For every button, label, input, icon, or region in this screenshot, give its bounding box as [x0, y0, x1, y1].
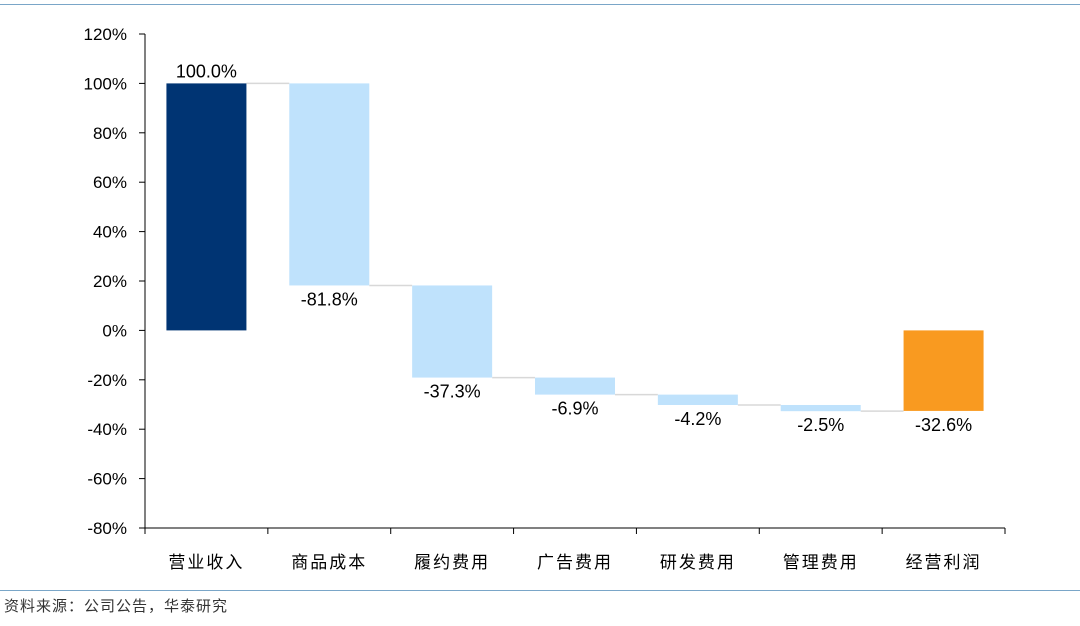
bar-3: [412, 285, 493, 378]
x-ticks: 营业收入 商品成本 履约费用 广告费用 研发费用 管理费用 经营利润: [144, 528, 1006, 573]
top-rule: [0, 4, 1080, 5]
y-tick-label: 120%: [84, 25, 127, 44]
y-tick-label: 20%: [93, 272, 127, 291]
data-label: -2.5%: [797, 415, 844, 435]
y-tick-label: 0%: [102, 321, 127, 340]
data-labels: 100.0% -81.8% -37.3% -6.9% -4.2% -2.5% -32.6%: [176, 61, 972, 435]
data-label: -81.8%: [301, 289, 358, 309]
y-tick-label: 100%: [84, 74, 127, 93]
source-note: 资料来源：公司公告，华泰研究: [4, 597, 229, 615]
data-label: -6.9%: [551, 399, 598, 419]
x-category-label: 广告费用: [537, 553, 613, 573]
y-tick-label: 60%: [93, 173, 127, 192]
connector-lines: [246, 82, 904, 412]
data-label: -4.2%: [674, 409, 721, 429]
bar-2: [289, 83, 370, 286]
y-tick-label: -60%: [87, 470, 127, 489]
x-category-label: 商品成本: [291, 553, 367, 573]
x-category-label: 经营利润: [906, 553, 982, 573]
bars: [166, 83, 984, 412]
axes: [144, 34, 1005, 529]
bar-1: [166, 83, 247, 331]
y-ticks: 120% 100% 80% 60% 40% 20% 0% -20% -40% -60% -80%: [84, 25, 145, 538]
y-tick-label: 40%: [93, 223, 127, 242]
x-category-label: 管理费用: [783, 553, 859, 573]
bar-5: [657, 394, 738, 405]
waterfall-chart: 120% 100% 80% 60% 40% 20% 0% -20% -40% -60% -80% 营…: [84, 25, 1006, 573]
bar-4: [535, 377, 615, 395]
data-label: -37.3%: [424, 382, 481, 402]
y-tick-label: -80%: [87, 519, 127, 538]
bottom-rule: [0, 590, 1080, 591]
bar-7: [903, 330, 984, 411]
y-tick-label: 80%: [93, 124, 127, 143]
y-tick-label: -20%: [87, 371, 127, 390]
x-category-label: 营业收入: [168, 553, 244, 573]
data-label: 100.0%: [176, 61, 237, 81]
y-tick-label: -40%: [87, 420, 127, 439]
x-category-label: 履约费用: [414, 553, 490, 573]
x-category-label: 研发费用: [660, 553, 736, 573]
data-label: -32.6%: [915, 415, 972, 435]
bar-6: [780, 404, 861, 412]
